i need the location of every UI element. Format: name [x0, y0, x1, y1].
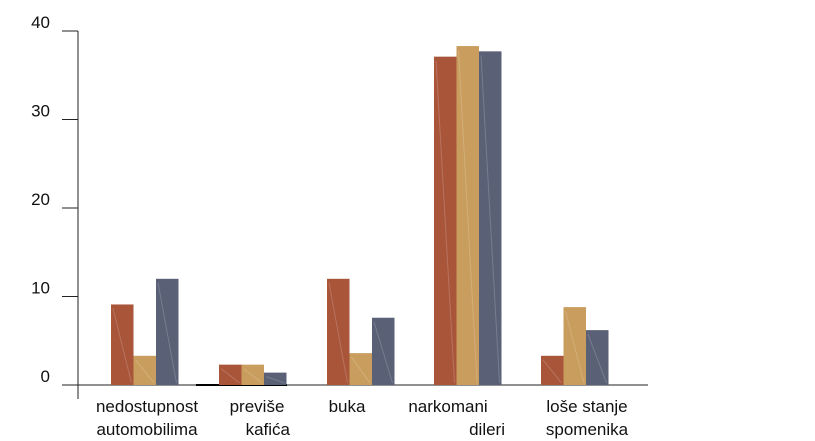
- bar: [327, 278, 350, 385]
- bar-highlight: [220, 368, 240, 384]
- x-category-label: kafića: [246, 420, 291, 439]
- x-category-label: previše: [230, 397, 285, 416]
- x-category-label: dileri: [469, 420, 505, 439]
- bar-highlight: [587, 333, 607, 384]
- bar: [349, 353, 372, 385]
- y-tick-label: 20: [31, 190, 50, 209]
- bar-highlight: [135, 359, 155, 384]
- y-tick-label: 40: [31, 13, 50, 32]
- bar: [219, 364, 242, 385]
- bar-highlight: [458, 50, 478, 384]
- bar: [541, 355, 564, 385]
- x-category-label: automobilima: [96, 420, 198, 439]
- bar-highlight: [542, 359, 562, 384]
- bar-highlight: [243, 368, 263, 384]
- y-tick-label: 30: [31, 102, 50, 121]
- category-labels: nedostupnost automobilima previše kafića buk…: [96, 397, 629, 439]
- bar: [586, 330, 609, 385]
- bar-highlight: [112, 308, 132, 384]
- bar-highlight: [157, 282, 177, 384]
- bar: [264, 372, 287, 385]
- x-category-label: buka: [329, 397, 366, 416]
- bar-highlight: [328, 282, 348, 384]
- x-category-label: spomenika: [546, 420, 629, 439]
- x-category-label: narkomani: [408, 397, 487, 416]
- bar-highlight: [435, 60, 455, 384]
- bar: [372, 317, 395, 385]
- bar: [156, 278, 179, 385]
- bar-highlight: [373, 321, 393, 384]
- bar: [456, 46, 479, 386]
- bar-highlight: [351, 356, 371, 384]
- x-category-label: nedostupnost: [96, 397, 198, 416]
- bar-highlight: [565, 310, 585, 384]
- bar: [133, 355, 156, 385]
- bar: [434, 56, 457, 385]
- y-ticks: 0 10 20 30 40: [31, 13, 78, 386]
- bars: [111, 46, 609, 386]
- y-tick-label: 10: [31, 279, 50, 298]
- bar: [111, 304, 134, 385]
- bar-highlight: [265, 376, 285, 384]
- bar: [563, 307, 586, 385]
- bar: [241, 364, 264, 385]
- bar-highlight: [480, 55, 500, 384]
- bar: [479, 51, 502, 385]
- x-category-label: loše stanje: [546, 397, 627, 416]
- y-tick-label: 0: [41, 367, 50, 386]
